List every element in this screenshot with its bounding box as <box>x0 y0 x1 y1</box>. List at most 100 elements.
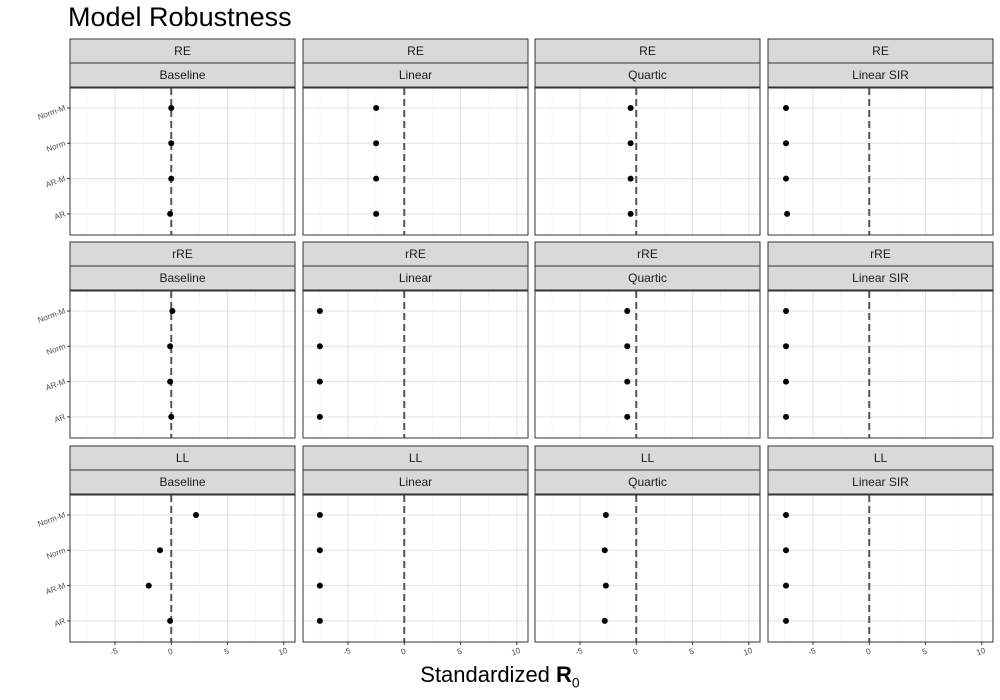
y-tick-label: AR <box>53 616 67 628</box>
data-point <box>373 175 380 182</box>
data-point <box>167 617 174 624</box>
panel-border <box>534 494 761 643</box>
data-point <box>627 140 634 147</box>
data-point <box>168 175 175 182</box>
panel-border <box>767 494 994 643</box>
x-tick-label: -5 <box>109 646 119 657</box>
y-tick-label: Norm <box>45 546 67 561</box>
data-point <box>167 343 174 350</box>
y-tick-label: AR-M <box>44 377 67 393</box>
x-axis-title-text: Standardized <box>420 662 557 687</box>
strip-row-box <box>534 241 761 267</box>
strip-col-box <box>534 62 761 88</box>
strip-row-label: RE <box>872 44 889 58</box>
panel-background <box>535 88 760 235</box>
data-point <box>316 378 323 385</box>
strip-row-label: rRE <box>172 247 193 261</box>
data-point <box>169 308 176 314</box>
x-tick-label: 10 <box>742 646 754 658</box>
x-tick-label: -5 <box>574 646 584 657</box>
strip-col-label: Linear <box>399 475 432 489</box>
panel-background <box>70 88 295 235</box>
strip-col-box <box>69 62 296 88</box>
x-axis-title: Standardized R0 <box>0 662 1000 690</box>
data-point <box>373 140 380 147</box>
x-tick-label: 5 <box>688 646 696 656</box>
strip-col-label: Linear <box>399 68 432 82</box>
data-point <box>783 140 789 147</box>
strip-row-box <box>767 445 994 471</box>
strip-row-box <box>302 38 529 64</box>
data-point <box>783 378 789 385</box>
data-point <box>601 617 608 624</box>
y-tick-label: Norm <box>45 342 67 357</box>
x-axis-title-symbol: R <box>556 662 572 687</box>
y-tick-label: AR <box>53 209 67 221</box>
strip-col-label: Quartic <box>628 475 667 489</box>
data-point <box>373 210 380 217</box>
data-point <box>783 617 789 624</box>
strip-row-label: rRE <box>637 247 658 261</box>
strip-col-box <box>302 265 529 291</box>
data-point <box>157 547 163 554</box>
data-point <box>316 512 323 518</box>
panel-border <box>302 87 529 236</box>
strip-col-box <box>302 469 529 495</box>
y-tick-label: AR <box>53 412 67 424</box>
strip-row-box <box>767 241 994 267</box>
data-point <box>193 512 199 518</box>
strip-row-label: LL <box>409 451 423 465</box>
data-point <box>783 547 789 554</box>
strip-row-box <box>534 38 761 64</box>
x-tick-label: 5 <box>921 646 929 656</box>
data-point <box>627 210 634 217</box>
data-point <box>316 413 323 420</box>
strip-col-box <box>767 469 994 495</box>
strip-row-label: rRE <box>870 247 891 261</box>
strip-col-label: Baseline <box>159 68 205 82</box>
strip-col-label: Linear SIR <box>852 475 909 489</box>
y-tick-label: Norm-M <box>36 510 67 528</box>
panel-background <box>303 291 528 438</box>
panel-background <box>70 495 295 642</box>
data-point <box>167 210 174 217</box>
panel-background <box>535 495 760 642</box>
panel-background <box>303 88 528 235</box>
x-tick-label: 10 <box>510 646 522 658</box>
data-point <box>624 413 631 420</box>
y-tick-label: Norm-M <box>36 103 67 121</box>
data-point <box>627 105 634 111</box>
strip-col-box <box>534 265 761 291</box>
panel-background <box>768 495 993 642</box>
x-tick-label: 5 <box>456 646 464 656</box>
strip-row-box <box>69 445 296 471</box>
data-point <box>168 140 175 147</box>
panel-border <box>302 290 529 439</box>
strip-row-label: LL <box>874 451 888 465</box>
strip-col-label: Linear SIR <box>852 271 909 285</box>
data-point <box>316 547 323 554</box>
data-point <box>783 582 789 589</box>
data-point <box>624 378 631 385</box>
data-point <box>784 210 791 217</box>
x-tick-label: -5 <box>342 646 352 657</box>
y-tick-label: Norm <box>45 139 67 154</box>
panel-background <box>768 291 993 438</box>
panel-border <box>302 494 529 643</box>
data-point <box>167 378 174 385</box>
data-point <box>602 512 609 518</box>
data-point <box>373 105 380 111</box>
panel-background <box>303 495 528 642</box>
data-point <box>316 617 323 624</box>
strip-row-label: rRE <box>405 247 426 261</box>
strip-col-label: Quartic <box>628 68 667 82</box>
x-tick-label: -5 <box>807 646 817 657</box>
y-tick-label: AR-M <box>44 174 67 190</box>
data-point <box>783 512 789 518</box>
panel-border <box>767 87 994 236</box>
data-point <box>168 413 175 420</box>
strip-col-box <box>767 62 994 88</box>
x-tick-label: 5 <box>223 646 231 656</box>
strip-col-box <box>69 265 296 291</box>
